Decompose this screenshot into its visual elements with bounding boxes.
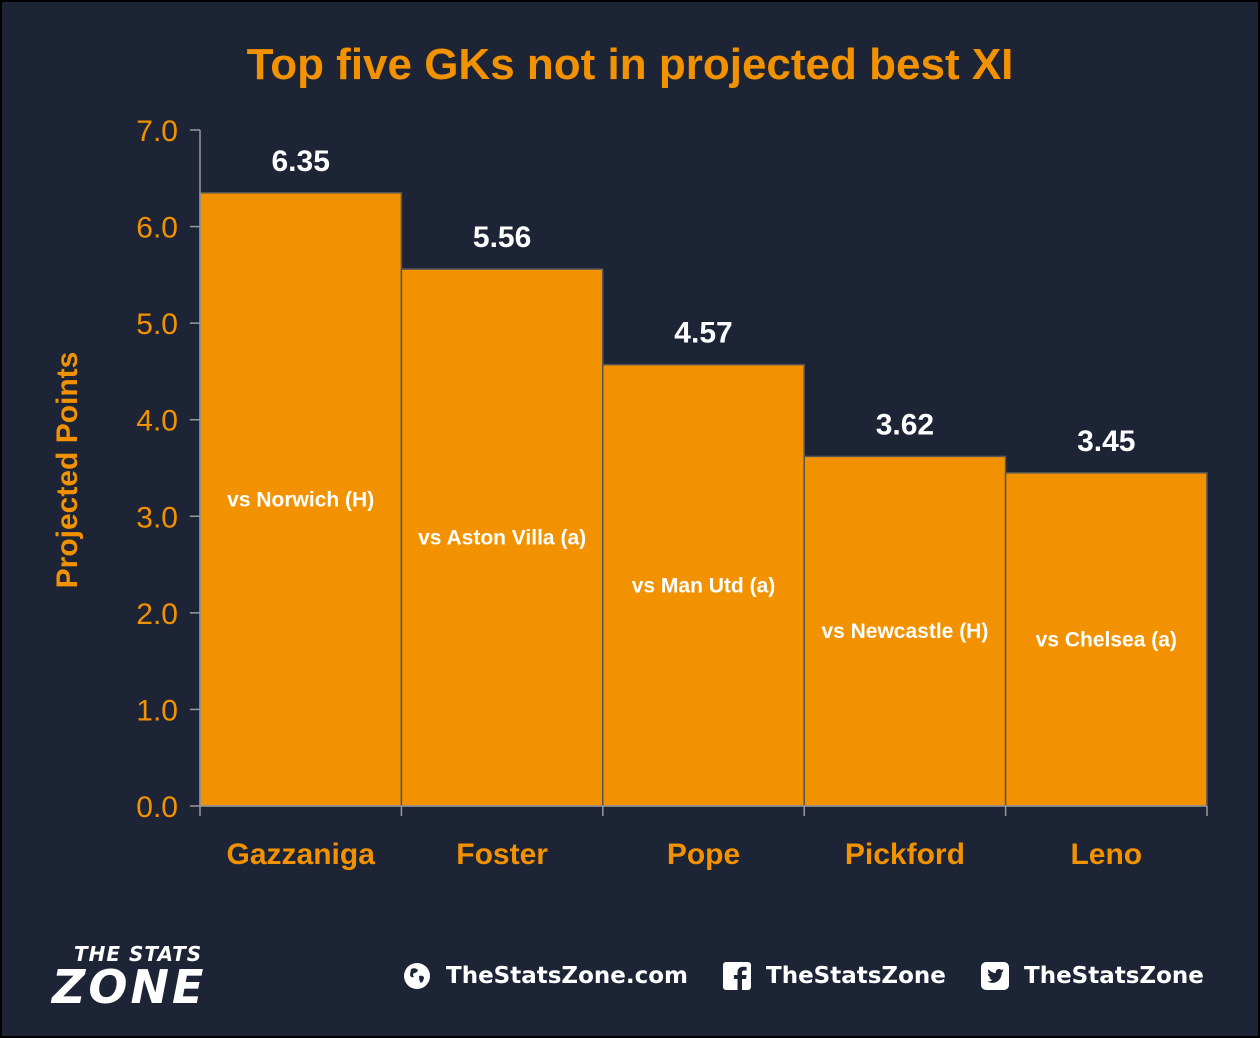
facebook-icon bbox=[722, 961, 752, 991]
website-text: TheStatsZone.com bbox=[446, 963, 689, 989]
y-tick-label: 4.0 bbox=[136, 405, 178, 438]
bar-annotation: vs Norwich (H) bbox=[227, 488, 374, 511]
twitter-text: TheStatsZone bbox=[1024, 963, 1204, 989]
y-tick-label: 0.0 bbox=[136, 791, 178, 824]
stats-zone-logo: THE STATS ZONE bbox=[52, 942, 267, 1014]
x-tick-label: Gazzaniga bbox=[227, 838, 376, 871]
facebook-text: TheStatsZone bbox=[766, 963, 946, 989]
data-label: 3.45 bbox=[1077, 425, 1135, 458]
bar-foster bbox=[400, 268, 604, 807]
twitter-link[interactable]: TheStatsZone bbox=[980, 958, 1204, 994]
data-label: 4.57 bbox=[674, 317, 732, 350]
facebook-link[interactable]: TheStatsZone bbox=[722, 958, 946, 994]
y-tick-label: 6.0 bbox=[136, 212, 178, 245]
data-label: 3.62 bbox=[876, 408, 934, 441]
footer: THE STATS ZONE TheStatsZone.com TheStats… bbox=[0, 930, 1260, 1030]
globe-icon bbox=[402, 961, 432, 991]
y-tick-label: 2.0 bbox=[136, 598, 178, 631]
bar-annotation: vs Chelsea (a) bbox=[1036, 628, 1177, 651]
bar-pope bbox=[602, 363, 805, 807]
y-tick-label: 3.0 bbox=[136, 501, 178, 534]
data-label: 6.35 bbox=[272, 145, 330, 178]
x-tick-label: Pickford bbox=[845, 838, 965, 871]
bar-gazzaniga bbox=[199, 192, 403, 807]
chart-title: Top five GKs not in projected best XI bbox=[246, 40, 1014, 89]
y-tick-label: 7.0 bbox=[136, 115, 178, 148]
data-label: 5.56 bbox=[473, 221, 531, 254]
bar-leno bbox=[1004, 472, 1208, 807]
x-tick-label: Leno bbox=[1070, 838, 1142, 871]
logo-line1: THE STATS bbox=[74, 942, 203, 966]
x-tick-label: Pope bbox=[667, 838, 740, 871]
logo-line2: ZONE bbox=[52, 960, 207, 1014]
y-tick-label: 5.0 bbox=[136, 308, 178, 341]
x-tick-label: Foster bbox=[456, 838, 548, 871]
y-tick-label: 1.0 bbox=[136, 694, 178, 727]
bar-annotation: vs Man Utd (a) bbox=[632, 574, 776, 597]
bar-annotation: vs Aston Villa (a) bbox=[418, 527, 586, 550]
bar-annotation: vs Newcastle (H) bbox=[821, 620, 988, 643]
twitter-icon bbox=[980, 961, 1010, 991]
website-link[interactable]: TheStatsZone.com bbox=[402, 958, 688, 994]
